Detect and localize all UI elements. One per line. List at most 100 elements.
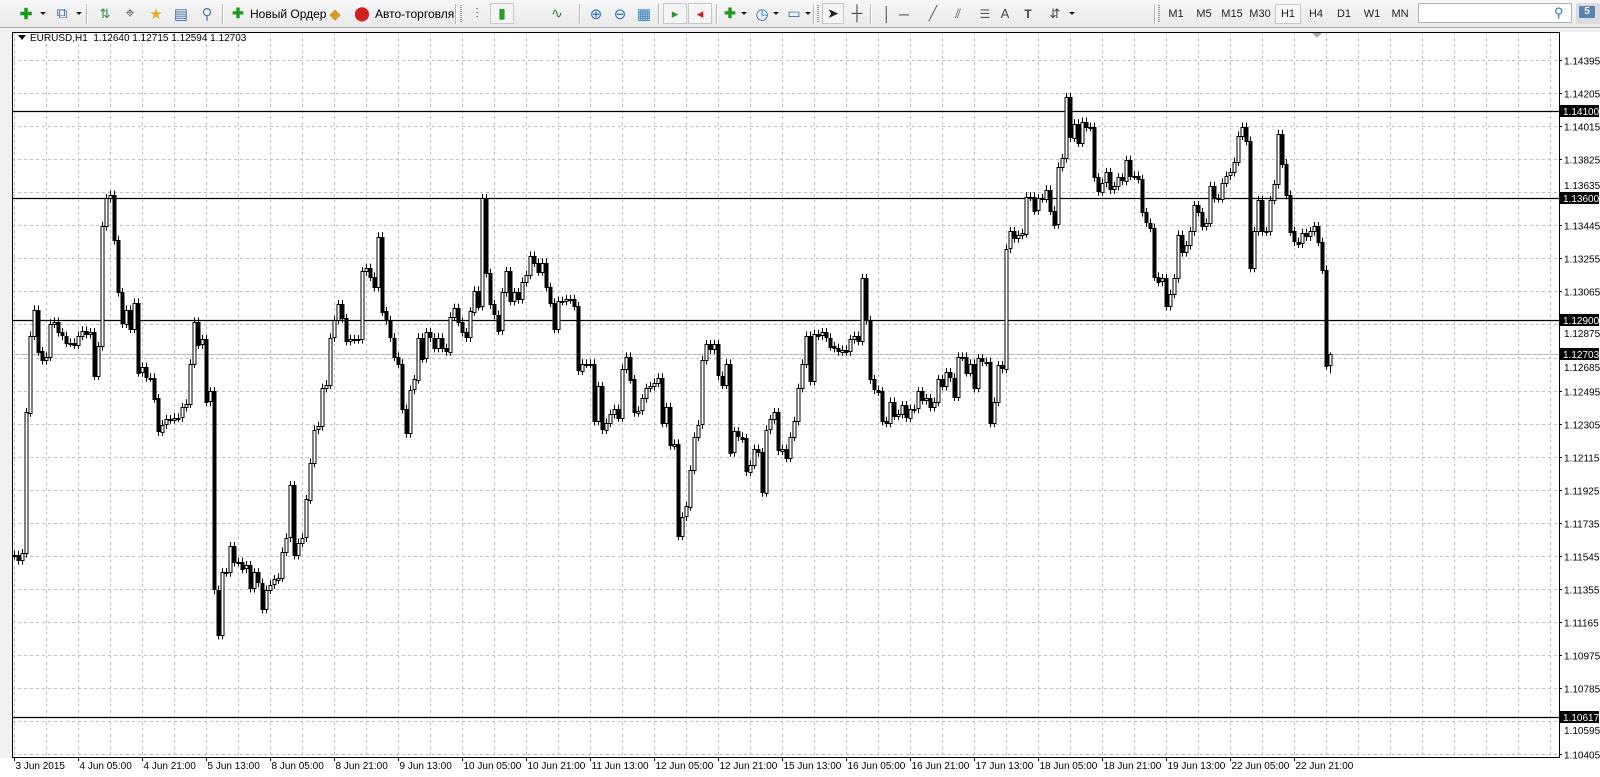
timeframe-m15[interactable]: M15 (1221, 8, 1243, 20)
candle-bearish[interactable] (1120, 177, 1125, 181)
candlestick-chart-icon[interactable]: ▮ (490, 3, 514, 24)
candle-bearish[interactable] (92, 332, 97, 377)
candle-bearish[interactable] (72, 343, 77, 346)
candle-bullish[interactable] (732, 431, 737, 453)
candle-bullish[interactable] (1276, 134, 1281, 185)
candle-bullish[interactable] (452, 308, 457, 318)
timeframe-m30[interactable]: M30 (1249, 8, 1271, 20)
timeframe-mn[interactable]: MN (1391, 8, 1409, 20)
candle-bullish[interactable] (124, 310, 129, 325)
candle-bullish[interactable] (24, 412, 29, 554)
candle-bearish[interactable] (116, 240, 121, 293)
auto-trading-icon[interactable]: ⬤ (354, 5, 370, 21)
data-window-icon[interactable]: ▤ (173, 5, 189, 23)
candle-bearish[interactable] (552, 303, 557, 330)
candle-bearish[interactable] (816, 334, 821, 337)
candle-bullish[interactable] (1224, 176, 1229, 184)
candle-bullish[interactable] (604, 423, 609, 431)
navigator-icon[interactable]: ⌖ (125, 4, 135, 22)
candle-bullish[interactable] (912, 409, 917, 411)
candle-bullish[interactable] (208, 391, 213, 402)
candle-bullish[interactable] (684, 506, 689, 517)
candle-bullish[interactable] (176, 418, 181, 420)
candle-bearish[interactable] (344, 318, 349, 342)
candle-bearish[interactable] (1152, 228, 1157, 278)
candle-bearish[interactable] (716, 344, 721, 376)
candle-bullish[interactable] (520, 282, 525, 300)
candle-bullish[interactable] (244, 565, 249, 569)
candle-bullish[interactable] (44, 357, 49, 361)
equidistant-channel-icon[interactable]: ⫽ (955, 5, 961, 21)
candle-bearish[interactable] (660, 378, 665, 424)
candle-bearish[interactable] (756, 449, 761, 453)
candle-bullish[interactable] (620, 369, 625, 419)
candle-bearish[interactable] (784, 449, 789, 459)
periods-dropdown-icon[interactable] (773, 12, 779, 15)
candle-bearish[interactable] (892, 402, 897, 417)
candle-bullish[interactable] (1236, 136, 1241, 163)
candle-bullish[interactable] (908, 409, 913, 419)
candle-bullish[interactable] (160, 425, 165, 433)
chart-shift-icon[interactable]: ◂ (688, 3, 712, 24)
candle-bullish[interactable] (1124, 160, 1129, 182)
toolbar-grip[interactable] (817, 5, 819, 23)
candle-bullish[interactable] (768, 419, 773, 430)
candle-bearish[interactable] (380, 237, 385, 313)
candle-bearish[interactable] (728, 364, 733, 454)
chart-menu-triangle-icon[interactable] (18, 35, 26, 40)
candle-bearish[interactable] (492, 304, 497, 315)
candle-bullish[interactable] (180, 407, 185, 418)
candle-bullish[interactable] (900, 405, 905, 415)
candle-bearish[interactable] (988, 362, 993, 424)
candle-bullish[interactable] (348, 339, 353, 342)
candle-bullish[interactable] (1216, 198, 1221, 200)
candle-bullish[interactable] (800, 364, 805, 389)
candle-bearish[interactable] (1108, 172, 1113, 190)
metaeditor-icon[interactable]: ◆ (329, 5, 341, 23)
market-watch-icon[interactable]: ⇅ (99, 5, 111, 21)
candle-bullish[interactable] (140, 367, 145, 373)
candle-bearish[interactable] (144, 367, 149, 378)
new-order-button[interactable]: Новый Ордер (250, 7, 327, 21)
strategy-tester-icon[interactable]: ⚲ (201, 5, 213, 23)
indicators-dropdown-icon[interactable] (741, 12, 747, 15)
candle-bullish[interactable] (1104, 172, 1109, 183)
candle-bullish[interactable] (1036, 198, 1041, 211)
candle-bearish[interactable] (484, 198, 489, 274)
templates-dropdown-icon[interactable] (805, 12, 811, 15)
candle-bullish[interactable] (1008, 231, 1013, 249)
candle-bullish[interactable] (936, 379, 941, 403)
candle-bearish[interactable] (600, 386, 605, 430)
candle-bearish[interactable] (368, 268, 373, 278)
candle-bearish[interactable] (1048, 190, 1053, 212)
candle-bullish[interactable] (1024, 197, 1029, 235)
candle-bullish[interactable] (472, 291, 477, 313)
cursor-icon[interactable]: ➤ (822, 3, 844, 24)
candle-bullish[interactable] (512, 292, 517, 302)
candle-bullish[interactable] (356, 339, 361, 341)
candle-bullish[interactable] (540, 263, 545, 273)
timeframe-h4[interactable]: H4 (1308, 8, 1324, 20)
candle-bullish[interactable] (1016, 235, 1021, 239)
auto-trading-button[interactable]: Авто-торговля (375, 7, 455, 21)
candle-bearish[interactable] (112, 195, 117, 241)
candle-bullish[interactable] (236, 562, 241, 564)
candle-bullish[interactable] (1204, 223, 1209, 227)
candle-bearish[interactable] (420, 338, 425, 360)
candle-bullish[interactable] (796, 388, 801, 422)
candle-bearish[interactable] (36, 310, 41, 353)
candle-bullish[interactable] (780, 449, 785, 452)
candle-bearish[interactable] (1136, 176, 1141, 180)
candle-bullish[interactable] (680, 517, 685, 537)
crosshair-icon[interactable]: ┼ (851, 5, 863, 22)
candle-bullish[interactable] (28, 336, 33, 414)
candle-bullish[interactable] (688, 470, 693, 508)
candle-bullish[interactable] (276, 578, 281, 581)
candle-bearish[interactable] (708, 344, 713, 350)
arrows-dropdown-icon[interactable] (1069, 12, 1075, 15)
candle-bullish[interactable] (672, 444, 677, 447)
candle-bullish[interactable] (652, 383, 657, 387)
candle-bullish[interactable] (316, 426, 321, 430)
candle-bearish[interactable] (488, 273, 493, 305)
candle-bearish[interactable] (1196, 205, 1201, 213)
